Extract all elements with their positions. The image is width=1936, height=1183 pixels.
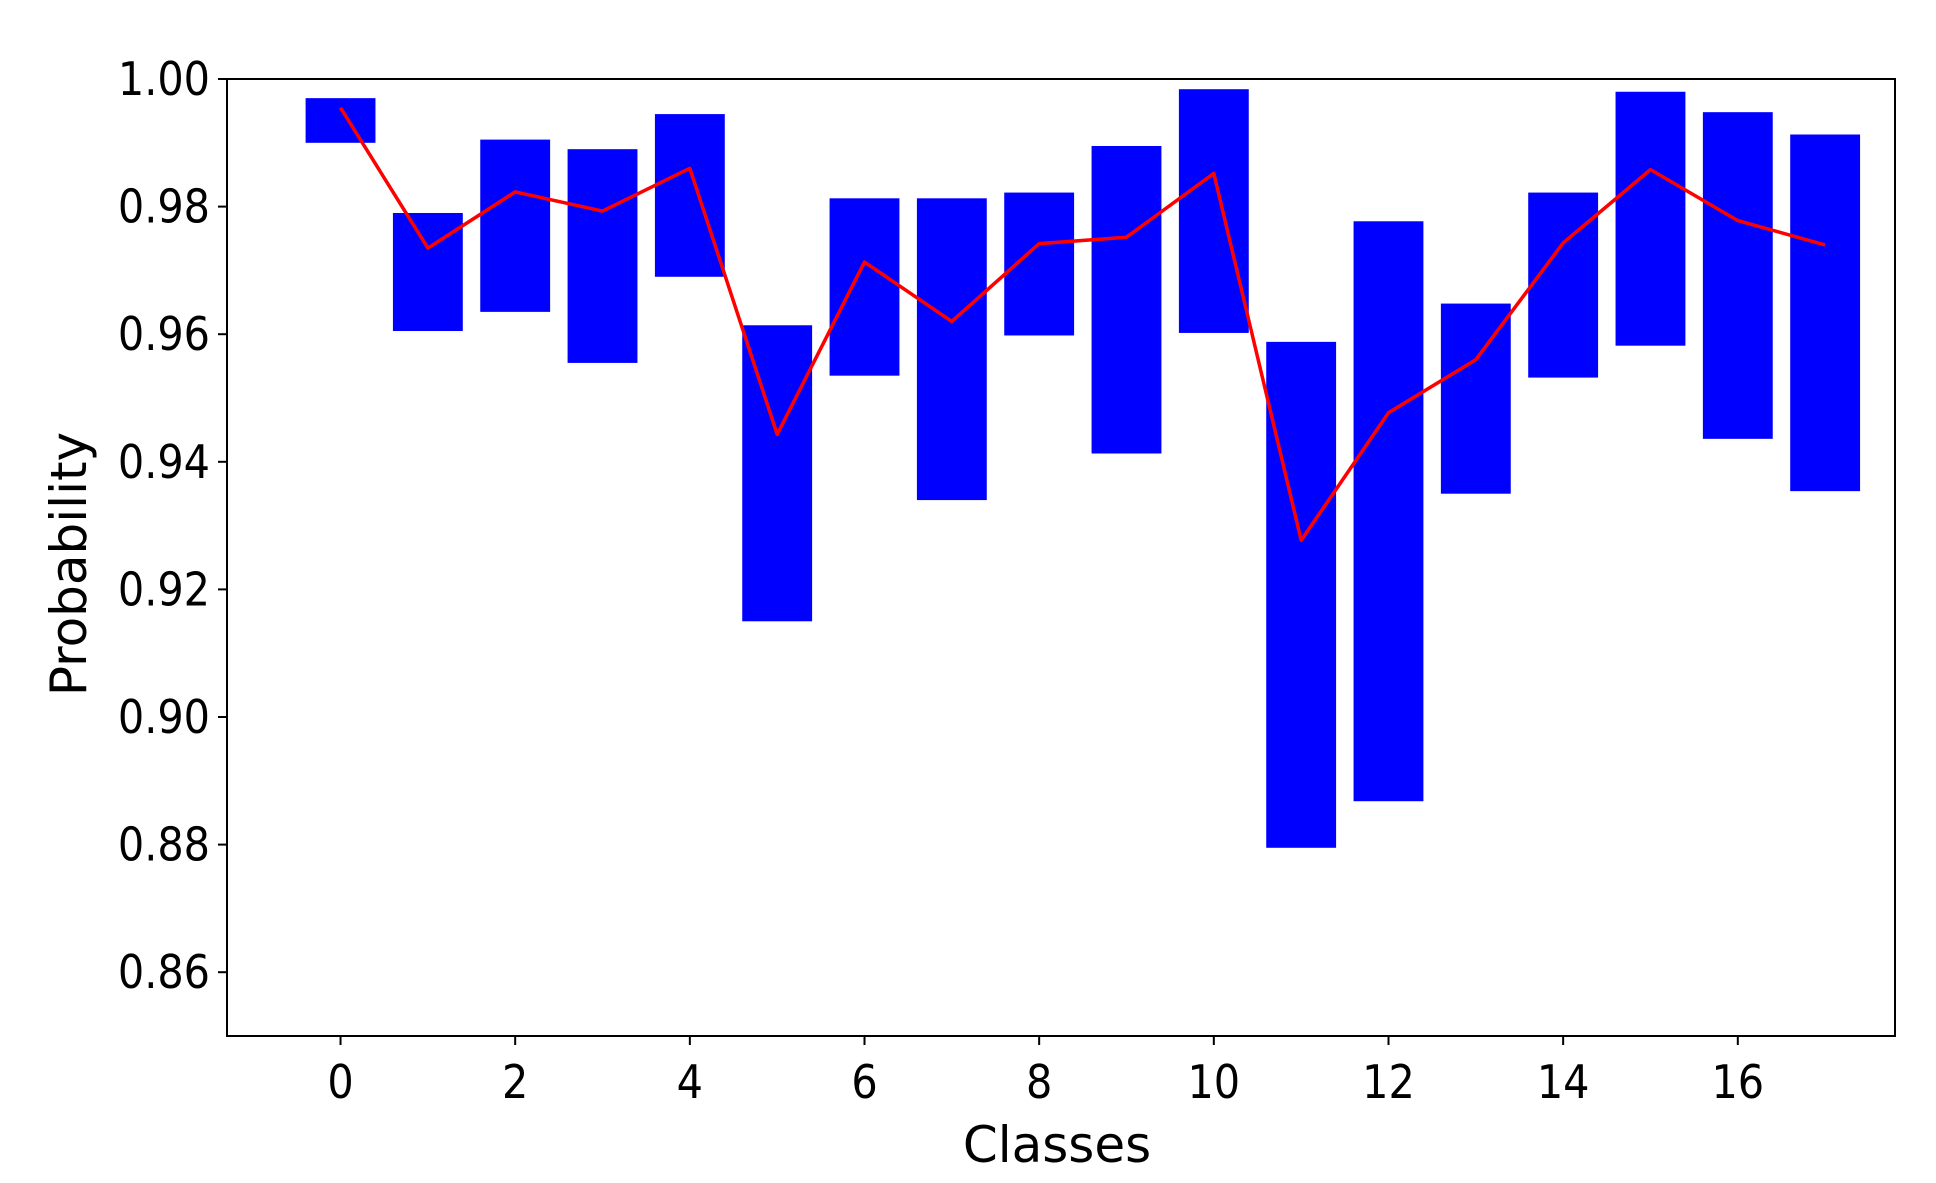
x-tick-label-10: 10	[1187, 1055, 1240, 1109]
bar-class-13	[1440, 303, 1511, 494]
line-series	[339, 106, 1826, 543]
x-tick-label-14: 14	[1537, 1055, 1590, 1109]
x-tick-label-12: 12	[1362, 1055, 1415, 1109]
bar-class-4	[654, 114, 725, 277]
y-tick-label-0.96: 0.96	[118, 307, 210, 361]
y-tick-label-0.98: 0.98	[118, 180, 210, 234]
bar-class-6	[829, 198, 900, 376]
y-tick-label-0.94: 0.94	[118, 435, 210, 489]
y-axis-label: Probability	[40, 432, 98, 696]
y-tick-label-0.86: 0.86	[118, 945, 210, 999]
bar-class-17	[1790, 134, 1861, 492]
x-axis: 0 2 4 6 8 10 12 14 16	[327, 1036, 1764, 1109]
bar-class-2	[480, 139, 551, 312]
y-axis: 0.86 0.88 0.90 0.92 0.94 0.96 0.98 1.00	[118, 52, 227, 999]
bar-class-11	[1266, 341, 1337, 848]
y-tick-label-1.00: 1.00	[118, 52, 210, 106]
bar-class-7	[916, 198, 987, 501]
x-tick-label-2: 2	[502, 1055, 528, 1109]
bar-class-3	[567, 149, 638, 363]
bar-class-12	[1353, 221, 1424, 802]
x-axis-label: Classes	[963, 1116, 1151, 1174]
bar-series	[305, 89, 1861, 848]
y-tick-label-0.88: 0.88	[118, 818, 210, 872]
bar-class-15	[1615, 91, 1686, 346]
plot-frame	[226, 78, 1896, 1037]
bar-class-0	[305, 98, 376, 143]
y-tick-label-0.92: 0.92	[118, 562, 210, 616]
bar-class-16	[1702, 112, 1773, 439]
x-tick-label-16: 16	[1711, 1055, 1764, 1109]
x-tick-label-8: 8	[1026, 1055, 1052, 1109]
bar-class-10	[1178, 89, 1249, 333]
x-tick-label-6: 6	[851, 1055, 877, 1109]
y-tick-label-0.90: 0.90	[118, 690, 210, 744]
x-tick-label-0: 0	[327, 1055, 353, 1109]
x-tick-label-4: 4	[677, 1055, 703, 1109]
bar-class-9	[1091, 145, 1162, 454]
mean-line	[339, 106, 1826, 543]
bar-class-5	[742, 325, 813, 622]
